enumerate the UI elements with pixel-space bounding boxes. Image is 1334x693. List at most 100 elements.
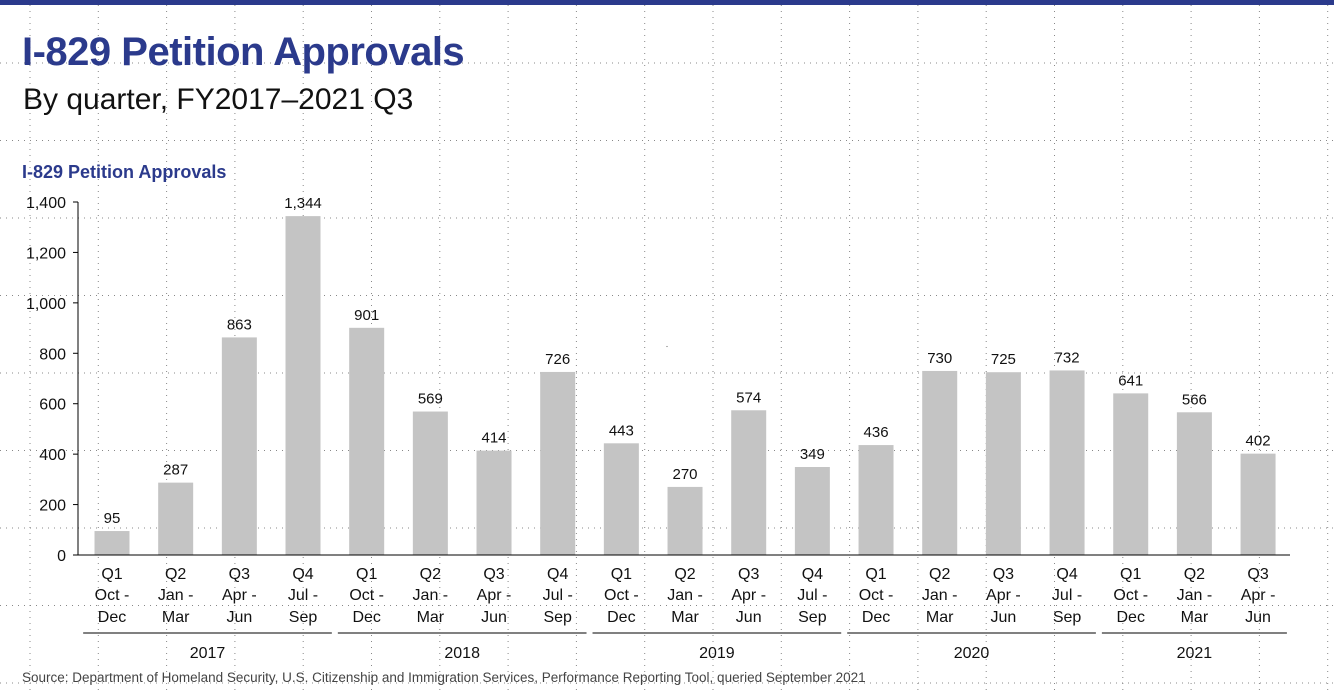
x-tick-months-end: Jun: [736, 609, 762, 626]
data-label: 414: [482, 430, 507, 447]
x-tick-months-start: Oct -: [1113, 587, 1148, 604]
y-tick-label: 1,200: [26, 245, 66, 262]
bar: [158, 482, 194, 555]
bar: [540, 371, 576, 555]
x-tick-months-end: Sep: [289, 609, 318, 626]
y-tick-label: 800: [39, 346, 66, 363]
x-tick-quarter: Q1: [101, 566, 122, 583]
x-tick-months-start: Apr -: [986, 587, 1021, 604]
x-tick-quarter: Q1: [865, 566, 886, 583]
x-tick-months-start: Apr -: [1241, 587, 1276, 604]
data-label: 443: [609, 422, 634, 439]
year-group-label: 2021: [1177, 645, 1213, 662]
x-tick-months-end: Mar: [1181, 609, 1209, 626]
bar: [349, 327, 385, 555]
data-label: 1,344: [284, 195, 322, 212]
x-tick-quarter: Q4: [1056, 566, 1077, 583]
x-tick-quarter: Q3: [229, 566, 250, 583]
bar: [858, 445, 894, 555]
x-tick-quarter: Q3: [1247, 566, 1268, 583]
x-tick-months-end: Dec: [98, 609, 126, 626]
data-label: 566: [1182, 391, 1207, 408]
data-label: 725: [991, 351, 1016, 368]
x-tick-quarter: Q2: [674, 566, 695, 583]
x-tick-months-start: Apr -: [222, 587, 257, 604]
x-tick-months-end: Dec: [607, 609, 635, 626]
data-label: 726: [545, 351, 570, 368]
bar: [221, 337, 257, 555]
bar: [476, 450, 512, 555]
data-label: 402: [1246, 433, 1271, 450]
bar: [731, 410, 767, 555]
x-tick-months-start: Jul -: [797, 587, 827, 604]
x-tick-months-start: Oct -: [859, 587, 894, 604]
y-tick-label: 200: [39, 498, 66, 515]
x-tick-months-start: Jan -: [667, 587, 703, 604]
bar: [412, 411, 448, 555]
x-tick-months-end: Dec: [1116, 609, 1144, 626]
source-note: Source: Department of Homeland Security,…: [22, 670, 866, 685]
x-tick-quarter: Q4: [802, 566, 823, 583]
year-group-label: 2020: [954, 645, 990, 662]
data-label: 569: [418, 391, 443, 408]
x-tick-months-end: Mar: [671, 609, 699, 626]
bar: [922, 370, 958, 555]
x-tick-months-end: Mar: [162, 609, 190, 626]
bar: [1176, 412, 1212, 555]
x-tick-quarter: Q3: [738, 566, 759, 583]
x-tick-months-start: Jul -: [543, 587, 573, 604]
bar: [603, 443, 639, 555]
x-tick-quarter: Q3: [993, 566, 1014, 583]
year-group-label: 2017: [190, 645, 226, 662]
x-tick-quarter: Q2: [1184, 566, 1205, 583]
data-label: 574: [736, 389, 761, 406]
x-tick-months-start: Oct -: [349, 587, 384, 604]
y-tick-label: 1,400: [26, 195, 66, 212]
x-tick-months-start: Jan -: [413, 587, 449, 604]
data-label: 349: [800, 446, 825, 463]
data-label: 732: [1055, 349, 1080, 366]
y-tick-label: 600: [39, 397, 66, 414]
x-tick-months-end: Mar: [926, 609, 954, 626]
bar: [1113, 393, 1149, 555]
top-accent-bar: [0, 0, 1334, 5]
page-title: I-829 Petition Approvals: [22, 30, 465, 74]
bar: [985, 372, 1021, 555]
data-label: 730: [927, 350, 952, 367]
year-group-label: 2018: [444, 645, 480, 662]
x-tick-months-end: Jun: [1245, 609, 1271, 626]
bar: [794, 467, 830, 555]
x-tick-months-end: Jun: [481, 609, 507, 626]
x-tick-quarter: Q2: [165, 566, 186, 583]
chart-title: I-829 Petition Approvals: [22, 162, 227, 182]
data-label: 901: [354, 307, 379, 324]
x-tick-quarter: Q4: [547, 566, 568, 583]
x-tick-months-start: Oct -: [95, 587, 130, 604]
x-tick-months-end: Dec: [862, 609, 890, 626]
x-tick-months-start: Jan -: [158, 587, 194, 604]
data-label: 863: [227, 316, 252, 333]
x-tick-months-start: Jan -: [922, 587, 958, 604]
x-tick-quarter: Q4: [292, 566, 313, 583]
y-tick-label: 400: [39, 447, 66, 464]
x-tick-quarter: Q3: [483, 566, 504, 583]
year-group-label: 2019: [699, 645, 735, 662]
x-tick-months-end: Jun: [990, 609, 1016, 626]
x-tick-months-end: Jun: [226, 609, 252, 626]
x-tick-quarter: Q1: [1120, 566, 1141, 583]
x-tick-months-end: Sep: [1053, 609, 1082, 626]
bar: [1240, 453, 1276, 555]
x-tick-quarter: Q1: [611, 566, 632, 583]
y-tick-label: 0: [57, 548, 66, 565]
data-label: 270: [673, 466, 698, 483]
x-tick-months-start: Oct -: [604, 587, 639, 604]
x-tick-months-start: Apr -: [731, 587, 766, 604]
data-label: 436: [864, 424, 889, 441]
bar: [94, 531, 130, 555]
x-tick-months-start: Jan -: [1177, 587, 1213, 604]
x-tick-months-start: Jul -: [1052, 587, 1082, 604]
y-tick-label: 1,000: [26, 296, 66, 313]
x-tick-months-start: Apr -: [477, 587, 512, 604]
x-tick-months-end: Dec: [352, 609, 380, 626]
